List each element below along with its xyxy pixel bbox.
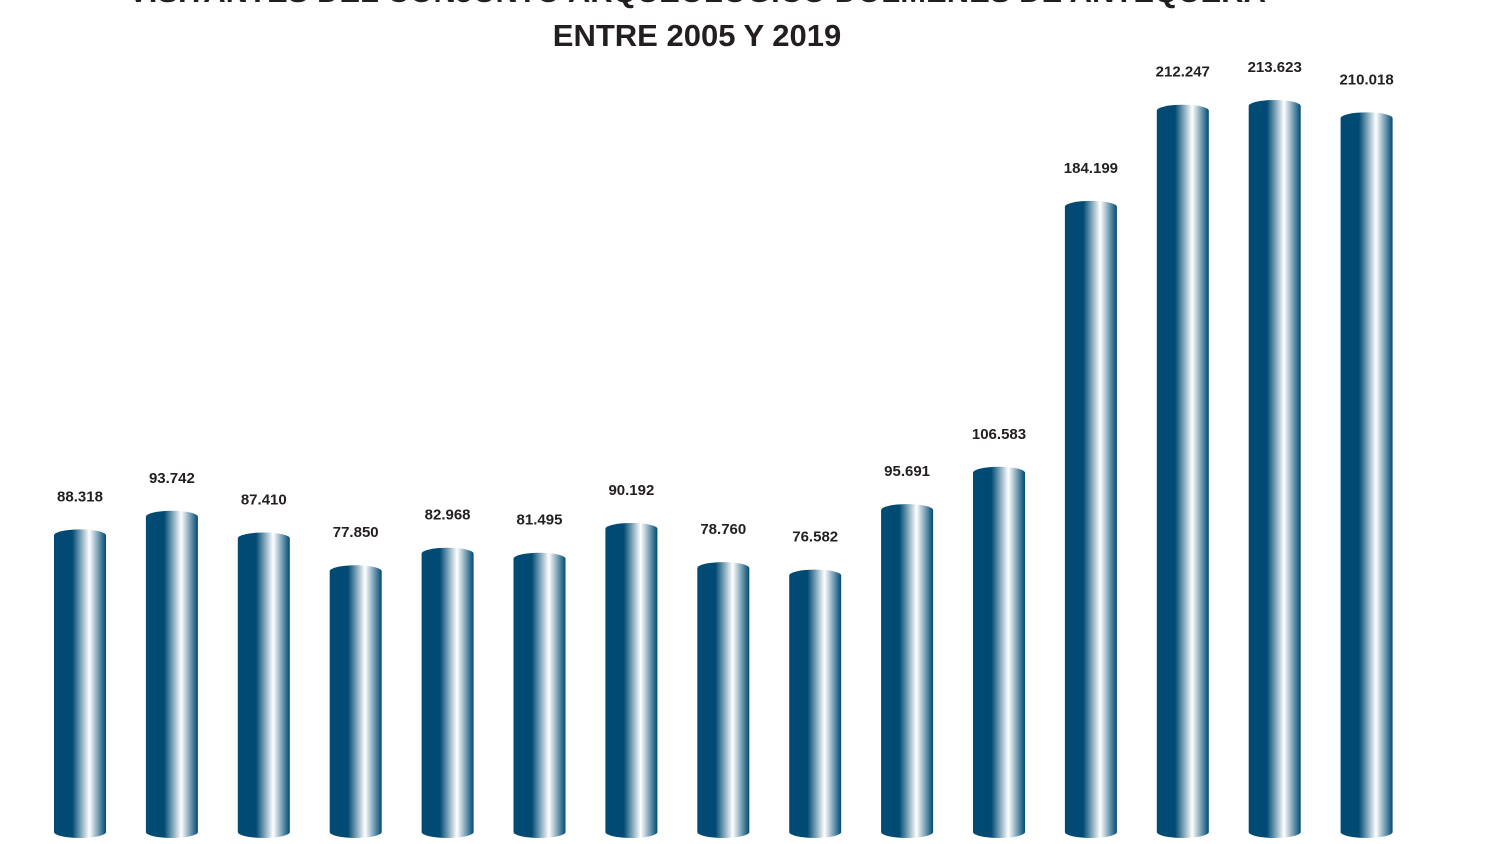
bar	[329, 565, 382, 838]
bar	[697, 562, 750, 838]
bar	[1156, 104, 1209, 839]
value-label: 76.582	[792, 529, 838, 546]
value-label: 95.691	[884, 463, 930, 480]
bar	[973, 466, 1025, 838]
bar	[513, 552, 566, 838]
bar	[789, 569, 842, 838]
bar	[145, 510, 198, 838]
bar	[237, 532, 290, 838]
value-label: 210.018	[1339, 71, 1393, 88]
value-label: 212.247	[1156, 64, 1210, 81]
value-label: 88.318	[57, 488, 103, 505]
value-label: 213.623	[1248, 59, 1302, 76]
bar	[421, 547, 474, 838]
value-label: 87.410	[241, 491, 287, 508]
bar	[881, 504, 934, 838]
value-label: 78.760	[700, 521, 746, 538]
bar	[1340, 112, 1393, 838]
value-label: 81.495	[517, 512, 563, 529]
value-label: 82.968	[425, 507, 471, 524]
bar	[1248, 100, 1301, 839]
value-label: 90.192	[608, 482, 654, 499]
value-label: 93.742	[149, 470, 195, 487]
bar	[1064, 200, 1117, 838]
bar	[605, 522, 658, 838]
bar	[54, 529, 106, 838]
value-label: 184.199	[1064, 160, 1118, 177]
chart-title: VISITANTES DEL CONJUNTO ARQUEOLÓGICO DÓL…	[128, 0, 1266, 9]
value-label: 106.583	[972, 426, 1026, 443]
value-label: 77.850	[333, 524, 379, 541]
chart-title: ENTRE 2005 Y 2019	[553, 18, 841, 53]
